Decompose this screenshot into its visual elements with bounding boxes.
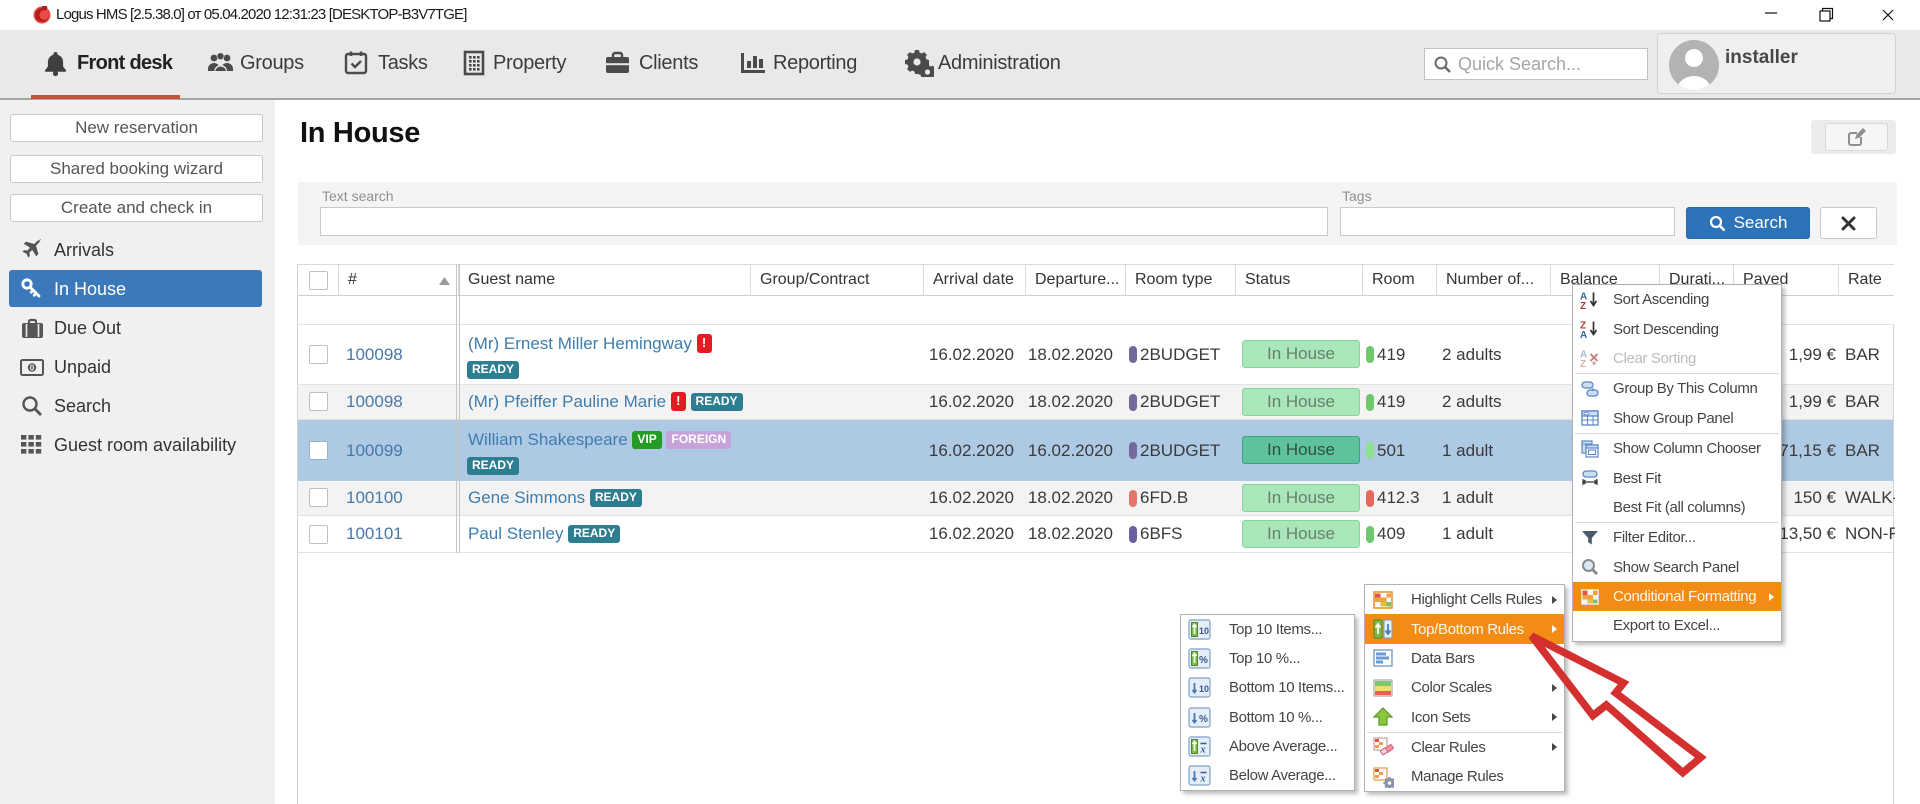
- svg-text:Z: Z: [1580, 321, 1586, 332]
- svg-text:A: A: [1580, 330, 1587, 339]
- svg-text:10: 10: [1199, 626, 1209, 636]
- svg-text:x: x: [1199, 774, 1205, 785]
- svg-text:A: A: [1580, 350, 1587, 361]
- svg-text:10: 10: [1199, 684, 1209, 694]
- svg-text:%: %: [1199, 714, 1208, 725]
- svg-text:Z: Z: [1580, 359, 1586, 368]
- svg-text:0: 0: [30, 363, 35, 372]
- svg-text:Z: Z: [1580, 301, 1586, 310]
- svg-text:%: %: [1199, 655, 1208, 666]
- svg-text:x: x: [1199, 744, 1205, 755]
- svg-text:A: A: [1580, 291, 1587, 302]
